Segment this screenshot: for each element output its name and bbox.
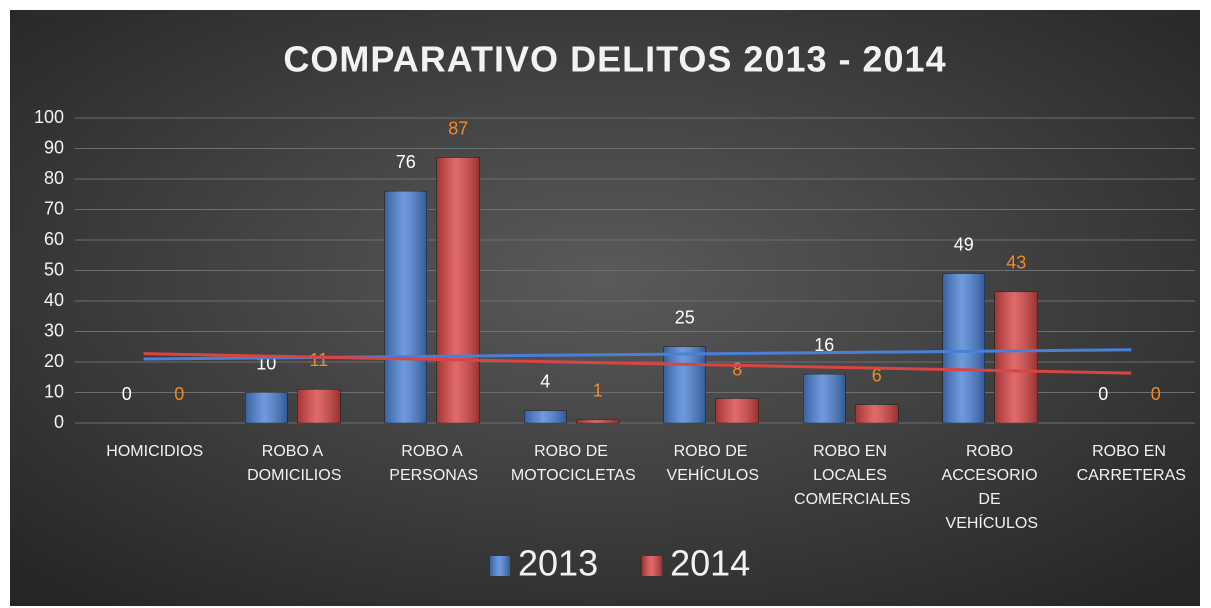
bar-shade	[297, 389, 341, 423]
bar-shade	[994, 291, 1038, 423]
data-label: 6	[872, 365, 882, 385]
y-tick-label: 80	[44, 168, 64, 188]
bar-shade	[576, 419, 620, 423]
x-tick-label: ROBO A PERSONAS	[389, 443, 478, 484]
x-tick-label: ROBO DE VEHÍCULOS	[667, 443, 759, 484]
legend-label: 2014	[670, 543, 750, 584]
y-tick-label: 50	[44, 259, 64, 279]
bar-shade	[855, 404, 899, 423]
data-label: 76	[396, 152, 416, 172]
y-tick-label: 0	[54, 412, 64, 432]
bar-shade	[942, 273, 985, 423]
data-label: 0	[174, 384, 184, 404]
y-tick-label: 60	[44, 229, 64, 249]
bar-shade	[803, 374, 846, 423]
data-label: 0	[1098, 384, 1108, 404]
data-label: 25	[675, 308, 695, 328]
bar-shade	[663, 346, 706, 423]
y-tick-label: 20	[44, 351, 64, 371]
y-tick-label: 70	[44, 198, 64, 218]
bar-shade	[245, 392, 288, 423]
y-tick-label: 90	[44, 137, 64, 157]
y-tick-label: 100	[34, 107, 64, 127]
data-label: 16	[814, 335, 834, 355]
data-label: 49	[954, 234, 974, 254]
data-label: 11	[309, 350, 328, 370]
data-label: 0	[122, 384, 132, 404]
x-tick-label: HOMICIDIOS	[106, 443, 203, 460]
x-tick-label: ROBO A DOMICILIOS	[247, 443, 341, 484]
x-tick-label: ROBO DE MOTOCICLETAS	[511, 443, 636, 484]
bar-shade	[436, 157, 480, 423]
legend-swatch-shade	[642, 556, 663, 576]
data-label: 87	[448, 118, 468, 138]
data-label: 1	[593, 381, 603, 401]
y-tick-label: 40	[44, 290, 64, 310]
data-label: 8	[732, 359, 742, 379]
trend-line	[143, 352, 1132, 375]
legend-label: 2013	[518, 543, 598, 584]
x-tick-label: ROBO EN CARRETERAS	[1077, 443, 1186, 484]
x-tick-label: ROBO ACCESORIO DE VEHÍCULOS	[942, 443, 1042, 532]
x-tick-label: ROBO EN LOCALES COMERCIALES	[794, 443, 910, 508]
bar-shade	[715, 398, 759, 423]
data-label: 0	[1151, 384, 1161, 404]
bar-shade	[384, 191, 427, 423]
data-label: 4	[540, 372, 550, 392]
legend-swatch-shade	[490, 556, 510, 576]
y-tick-label: 30	[44, 320, 64, 340]
data-label: 43	[1006, 253, 1026, 273]
chart-title: COMPARATIVO DELITOS 2013 - 2014	[283, 39, 946, 80]
bar-shade	[524, 410, 567, 423]
y-tick-label: 10	[44, 381, 64, 401]
